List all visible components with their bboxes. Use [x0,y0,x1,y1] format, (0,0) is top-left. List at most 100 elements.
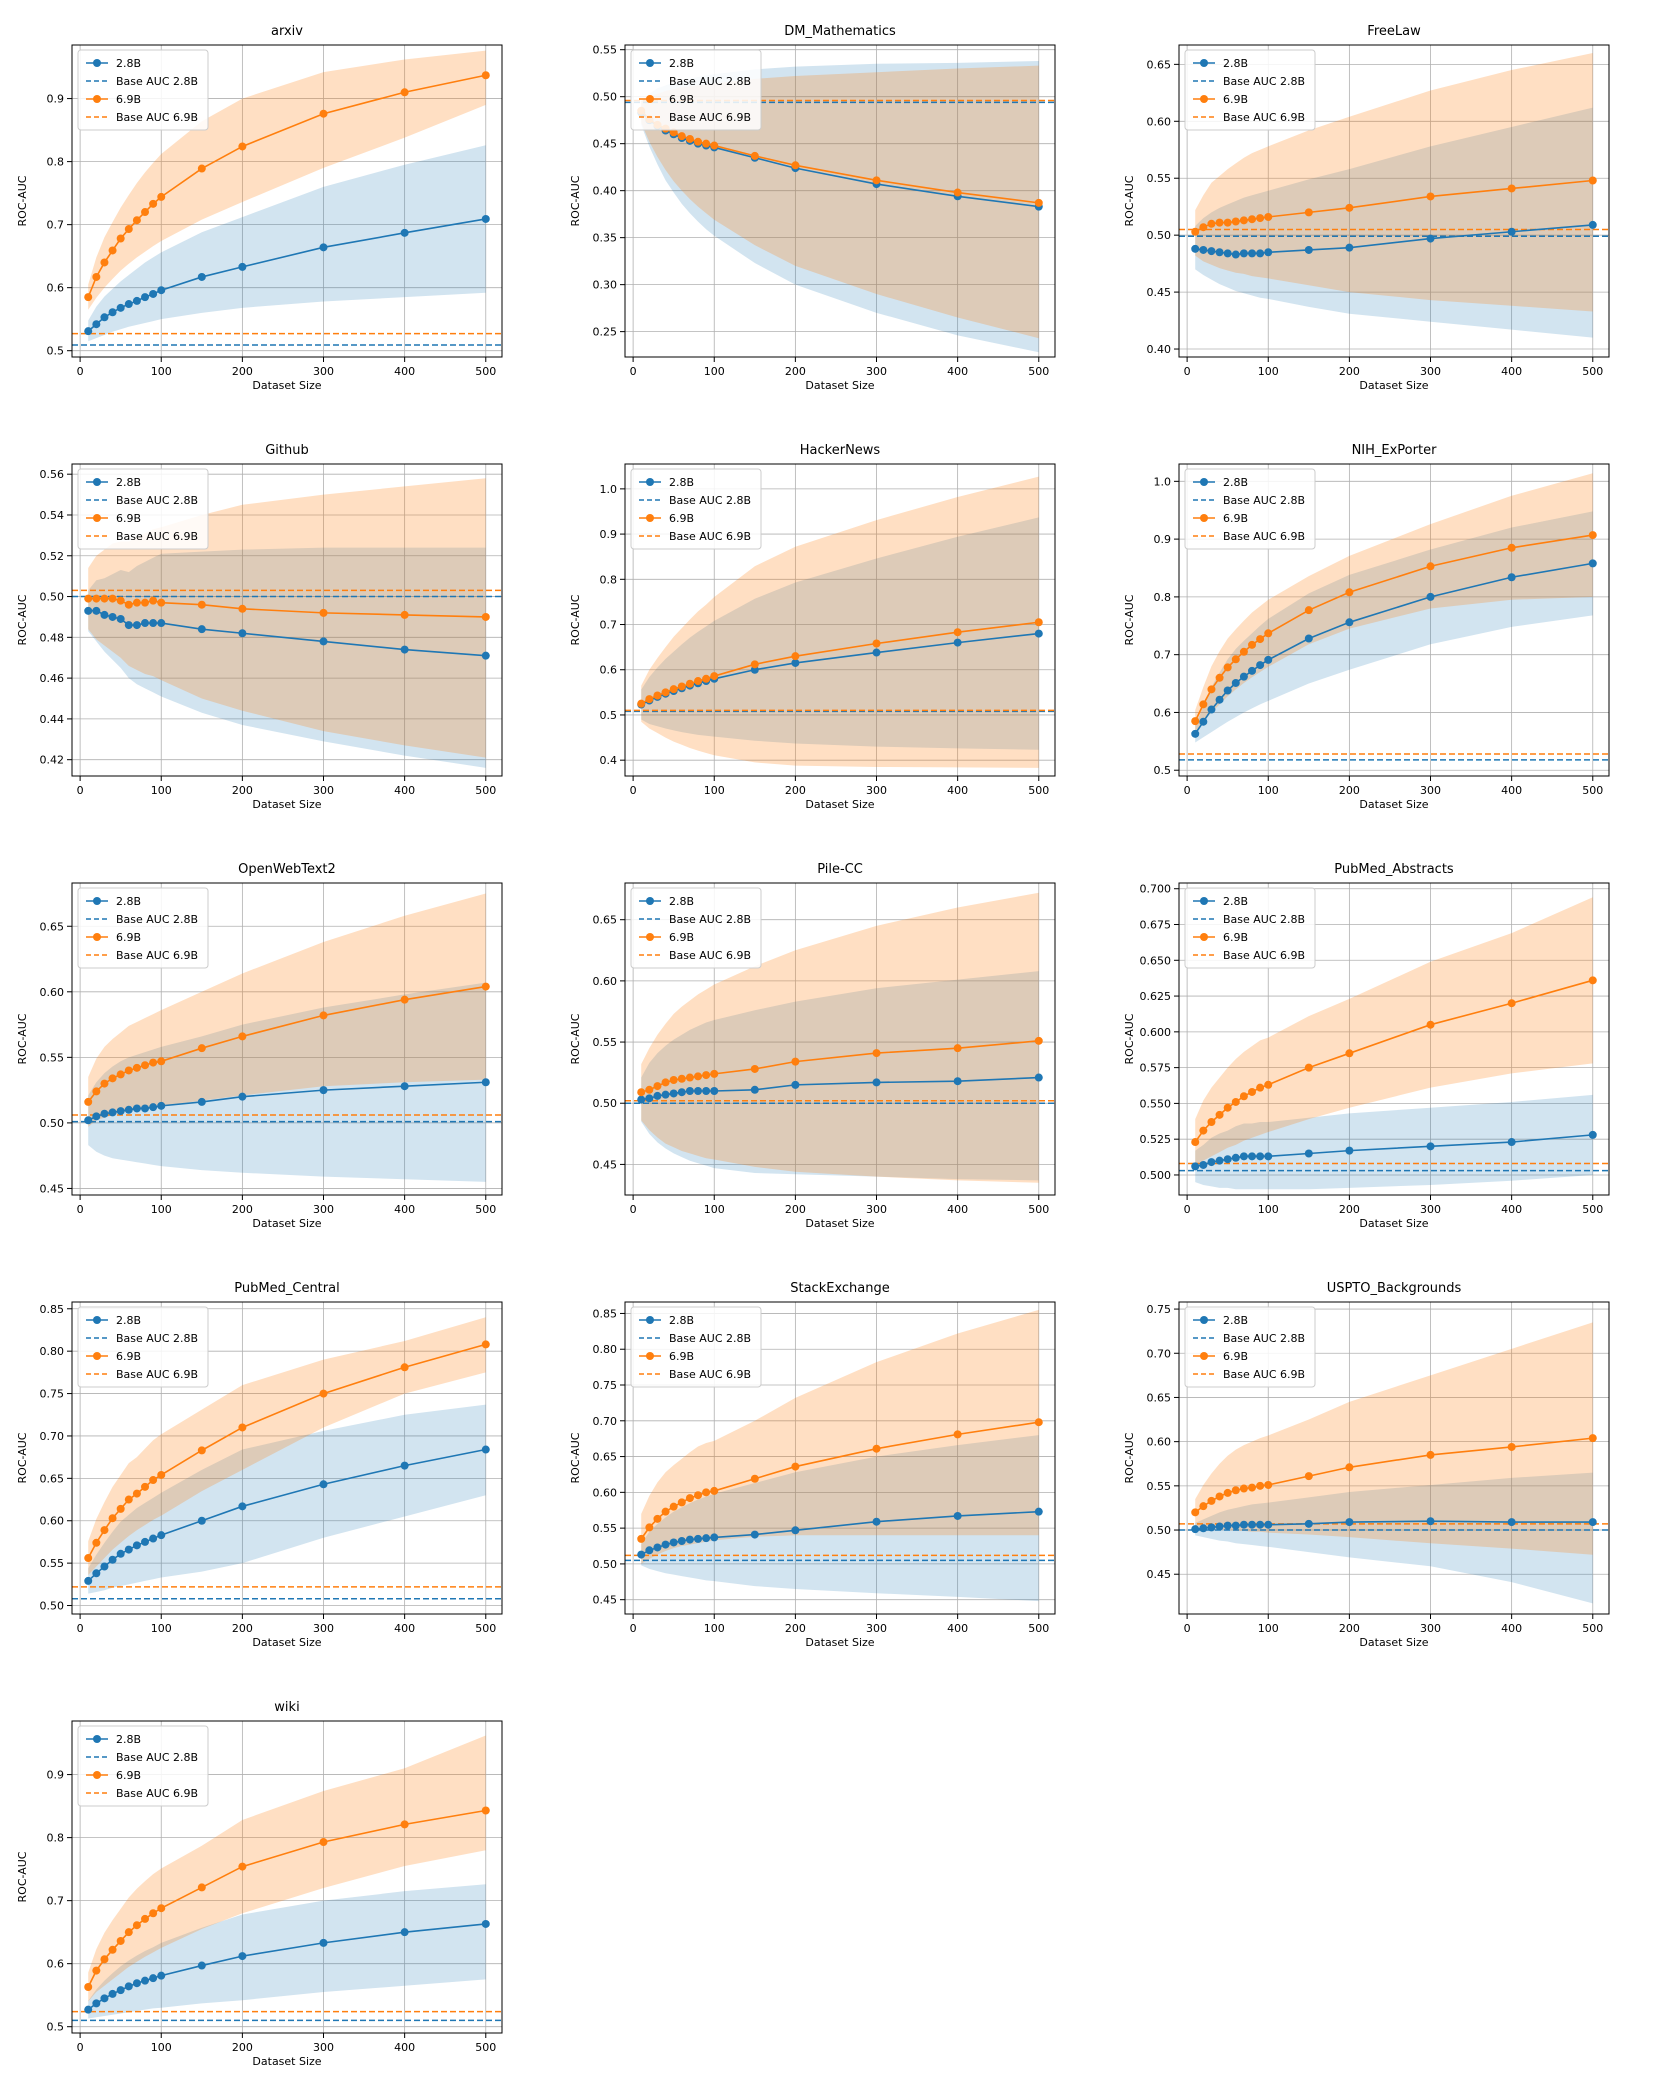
data-point [1256,635,1265,644]
data-point [481,1445,490,1454]
data-point [400,1363,409,1372]
chart-title: USPTO_Backgrounds [1327,1281,1462,1296]
data-point [157,192,166,201]
data-point [116,234,125,243]
data-point [1264,212,1273,221]
x-tick-label: 0 [77,2041,84,2054]
x-tick-label: 0 [630,784,637,797]
legend-label: Base AUC 2.8B [116,913,198,926]
data-point [481,1806,490,1815]
data-point [238,1952,247,1961]
data-point [791,1462,800,1471]
data-point [1215,1156,1224,1165]
legend: 2.8B Base AUC 2.8B 6.9B Base AUC 6.9B [1184,49,1316,131]
band-6-9b [88,1317,486,1575]
data-point [238,629,247,638]
x-tick-label: 400 [1501,784,1522,797]
data-point [400,1461,409,1470]
chart-panel-5: 0 100 200 300 400 500 0.5 0.6 0.7 0.8 0.9 1.0 NIH_Ex… [1107,419,1660,838]
legend-marker [1200,478,1208,486]
data-point [661,688,670,697]
data-point [1345,1518,1354,1527]
data-point [319,1011,328,1020]
data-point [197,625,206,634]
x-tick-label: 200 [232,1622,253,1635]
data-point [149,596,158,605]
data-point [702,674,711,683]
data-point [1248,666,1257,675]
data-point [157,1904,166,1913]
x-axis-label: Dataset Size [252,379,321,392]
chart-title: PubMed_Central [234,1281,339,1296]
x-tick-label: 300 [1420,1622,1441,1635]
chart-title: NIH_ExPorter [1352,443,1438,458]
y-tick-label: 0.575 [1140,1062,1172,1075]
data-point [1207,1496,1216,1505]
y-tick-label: 0.55 [593,1522,618,1535]
data-point [481,214,490,223]
y-tick-label: 0.75 [593,1379,618,1392]
legend-box [1184,887,1316,969]
data-point [1256,1083,1265,1092]
legend: 2.8B Base AUC 2.8B 6.9B Base AUC 6.9B [630,49,762,131]
chart-panel-6: 0 100 200 300 400 500 0.45 0.50 0.55 0.60 0.65 Open… [0,838,553,1257]
data-point [400,1082,409,1091]
legend-label: Base AUC 6.9B [116,530,198,543]
legend: 2.8B Base AUC 2.8B 6.9B Base AUC 6.9B [77,49,209,131]
data-point [637,1095,646,1104]
legend-label: 6.9B [116,512,141,525]
data-point [1426,234,1435,243]
plot-frame [1178,44,1610,358]
data-point [197,272,206,281]
data-point [100,1994,109,2003]
legend-label: 2.8B [669,1314,694,1327]
legend-label: 6.9B [116,931,141,944]
x-tick-label: 500 [1028,1622,1049,1635]
legend-marker [646,1352,654,1360]
y-tick-label: 0.45 [1147,1568,1172,1581]
data-point [653,1082,662,1091]
data-point [872,1078,881,1087]
data-point [1426,1020,1435,1029]
y-tick-label: 0.75 [40,1388,65,1401]
y-tick-label: 0.650 [1140,954,1172,967]
x-tick-label: 300 [1420,365,1441,378]
legend: 2.8B Base AUC 2.8B 6.9B Base AUC 6.9B [77,468,209,550]
data-point [1239,1092,1248,1101]
data-point [1215,1492,1224,1501]
plot-frame [624,882,1056,1196]
data-point [141,208,150,217]
y-tick-label: 0.5 [1154,764,1172,777]
chart-panel-10: 0 100 200 300 400 500 0.45 0.50 0.55 0.60 0.65 0.70… [553,1257,1106,1676]
legend-box [1184,49,1316,131]
data-point [1256,661,1265,670]
data-point [100,1562,109,1571]
x-tick-label: 100 [704,365,725,378]
chart-svg: 0 100 200 300 400 500 0.40 0.45 0.50 0.55 0.60 0.65… [1123,24,1610,392]
y-tick-label: 0.5 [47,2021,65,2034]
gridlines [1179,45,1609,357]
data-point [1034,1073,1043,1082]
data-point [319,109,328,118]
x-tick-label: 500 [1028,365,1049,378]
data-point [197,1446,206,1455]
x-axis-label: Dataset Size [1359,1217,1428,1230]
data-point [1256,249,1265,258]
data-point [1304,208,1313,217]
legend-label: 6.9B [669,1350,694,1363]
data-point [149,199,158,208]
y-tick-label: 0.9 [600,528,618,541]
legend: 2.8B Base AUC 2.8B 6.9B Base AUC 6.9B [630,468,762,550]
y-tick-label: 0.7 [47,1895,65,1908]
data-point [116,596,125,605]
y-tick-label: 0.45 [1147,286,1172,299]
x-tick-label: 100 [704,1203,725,1216]
x-tick-label: 300 [313,1203,334,1216]
chart-title: PubMed_Abstracts [1334,862,1454,877]
data-point [481,1919,490,1928]
y-axis-label: ROC-AUC [16,1432,29,1483]
gridlines [625,1302,1055,1614]
y-tick-label: 0.50 [593,91,618,104]
data-point [953,1044,962,1053]
